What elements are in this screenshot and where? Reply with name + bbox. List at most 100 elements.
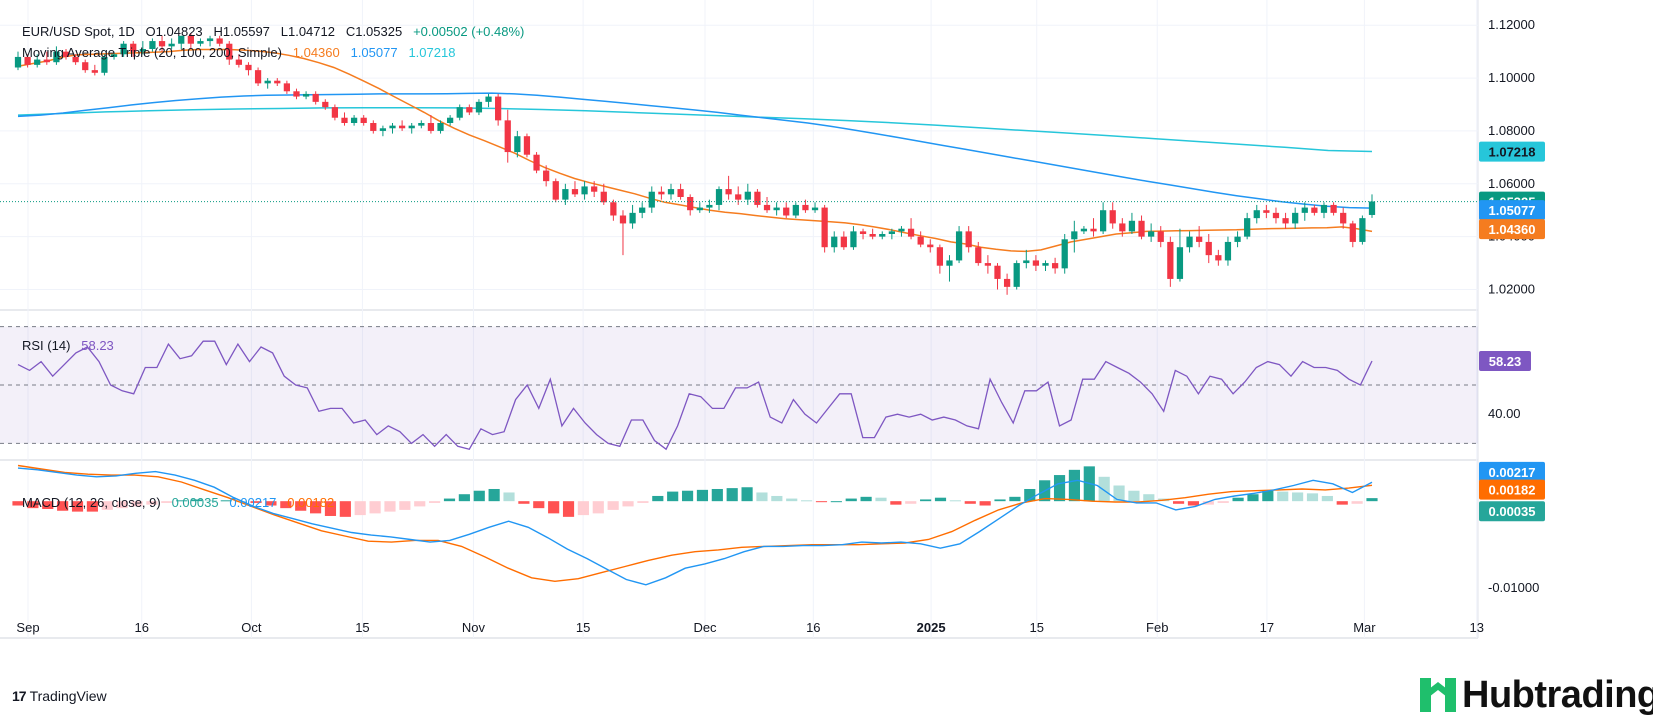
candle-body <box>1359 218 1366 242</box>
macd-histogram-bar <box>458 494 470 502</box>
candle-body <box>869 234 876 237</box>
macd-signal-badge: 0.00182 <box>1489 483 1536 498</box>
grid <box>0 0 1478 638</box>
time-tick-label: 16 <box>135 620 149 635</box>
macd-histogram-bar <box>399 501 411 510</box>
change-value: +0.00502 (+0.48%) <box>413 24 525 39</box>
candle-body <box>619 215 627 224</box>
candle-body <box>975 247 982 264</box>
candle-body <box>398 125 406 129</box>
macd-histogram-bar <box>27 501 39 509</box>
ma20-line <box>17 48 1373 253</box>
candle-body <box>1013 263 1020 287</box>
macd-line-badge: 0.00217 <box>1489 465 1536 480</box>
low-value: 1.04712 <box>287 24 335 39</box>
candle-body <box>543 170 550 182</box>
macd-histogram-bar <box>845 498 857 502</box>
macd-histogram-bar <box>1202 501 1214 505</box>
rsi-title: RSI (14) <box>22 338 71 353</box>
time-tick-label: Oct <box>241 620 262 635</box>
macd-title: MACD (12, 26, close, 9) <box>22 495 161 510</box>
candle-body <box>533 154 540 171</box>
tradingview-logo[interactable]: 17 TradingView <box>12 688 107 704</box>
rsi-line <box>17 340 1373 451</box>
candle-body <box>715 189 723 205</box>
macd-histogram-bar <box>146 501 158 505</box>
macd-tick-label: -0.01000 <box>1488 580 1539 595</box>
macd-histogram-bar <box>994 499 1006 502</box>
candle-body <box>754 191 761 205</box>
candle-body <box>495 96 502 121</box>
hubtrading-logo-text: Hubtrading <box>1462 673 1653 716</box>
candle-body <box>946 260 953 266</box>
macd-histogram-bar <box>369 501 381 514</box>
candle-body <box>1292 212 1299 224</box>
macd-histogram-bar <box>265 501 277 506</box>
price-badges: 1.072181.053251.050771.0436058.230.00217… <box>1479 141 1545 522</box>
candle-body <box>485 96 492 102</box>
candle-body <box>1186 236 1193 248</box>
candle-body <box>706 204 713 208</box>
candle-body <box>130 43 137 52</box>
candle-body <box>178 35 185 44</box>
candle-body <box>34 59 41 65</box>
candle-body <box>744 191 751 200</box>
tradingview-logo-icon: 17 <box>12 688 27 704</box>
candle-body <box>1244 218 1251 237</box>
price-tick-label: 1.02000 <box>1488 282 1535 297</box>
macd-histogram-bar <box>295 501 307 511</box>
candles <box>0 33 1478 295</box>
candle-body <box>475 101 483 113</box>
candle-body <box>927 244 934 248</box>
candle-body <box>888 231 895 234</box>
candle-body <box>648 191 655 208</box>
close-value: 1.05325 <box>355 24 403 39</box>
candle-body <box>158 41 166 47</box>
candle-body <box>1032 260 1040 266</box>
candle-body <box>571 189 579 195</box>
high-label: H <box>213 24 223 39</box>
candle-body <box>523 136 531 155</box>
candle-body <box>1263 210 1270 213</box>
macd-histogram-bar <box>1143 494 1155 502</box>
macd-histogram-bar <box>101 501 113 510</box>
candle-body <box>427 123 435 131</box>
macd-histogram-bar <box>324 501 337 516</box>
candle-body <box>1148 231 1155 237</box>
candle-body <box>1042 263 1049 266</box>
candle-body <box>687 197 694 211</box>
macd-histogram-bar <box>815 501 828 503</box>
macd-histogram-bar <box>205 500 218 502</box>
price-tick-label: 1.06000 <box>1488 176 1535 191</box>
candle-body <box>168 43 175 47</box>
candle-body <box>302 93 310 97</box>
candle-body <box>139 49 146 52</box>
macd-histogram-bar <box>503 492 515 502</box>
candle-body <box>879 234 886 237</box>
candle-body <box>82 62 89 71</box>
candle-body <box>1119 223 1126 232</box>
candle-body <box>1109 210 1116 224</box>
macd-histogram-bar <box>1336 501 1348 505</box>
time-tick-label: 15 <box>576 620 590 635</box>
macd-histogram-bar <box>339 501 351 517</box>
candle-body <box>24 56 31 65</box>
macd-pane <box>12 464 1378 586</box>
candle-body <box>811 207 819 211</box>
macd-histogram-bar <box>1366 498 1378 502</box>
candle-body <box>763 204 771 211</box>
candle-body <box>149 41 156 49</box>
candle-body <box>1167 241 1174 279</box>
candle-body <box>514 136 521 153</box>
ma20-badge: 1.04360 <box>1489 222 1536 237</box>
candle-body <box>274 80 281 84</box>
candle-body <box>418 123 425 126</box>
candle-body <box>14 56 22 68</box>
candle-body <box>312 93 319 102</box>
ma200-value: 1.07218 <box>408 45 456 60</box>
macd-histogram-bar <box>934 497 947 502</box>
candle-body <box>283 83 291 92</box>
macd-histogram-bar <box>964 501 976 504</box>
macd-hist-value: 0.00035 <box>171 495 219 510</box>
